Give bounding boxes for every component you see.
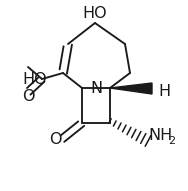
Polygon shape <box>110 83 152 94</box>
Text: N: N <box>90 80 102 96</box>
Text: H: H <box>158 83 170 99</box>
Text: O: O <box>22 88 35 104</box>
Text: O: O <box>49 131 61 146</box>
Text: 2: 2 <box>168 136 175 146</box>
Text: HO: HO <box>83 6 107 20</box>
Text: NH: NH <box>148 129 172 143</box>
Text: HO: HO <box>22 71 47 87</box>
